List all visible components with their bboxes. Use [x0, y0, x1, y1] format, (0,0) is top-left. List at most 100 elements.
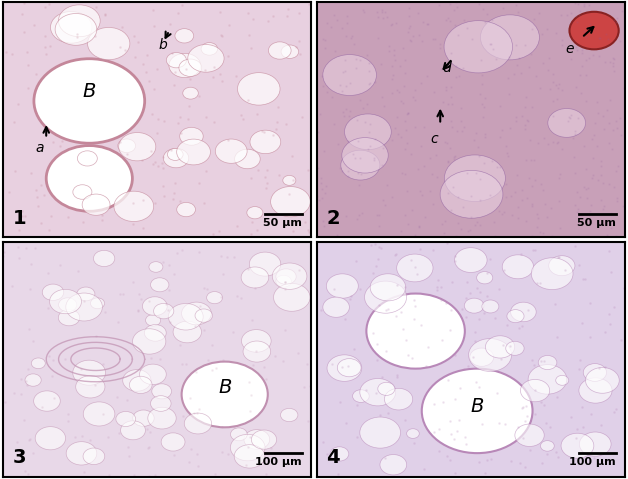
Circle shape	[541, 441, 555, 451]
Circle shape	[242, 330, 271, 352]
Circle shape	[55, 13, 97, 46]
Text: 2: 2	[327, 209, 340, 228]
Circle shape	[168, 148, 183, 160]
Circle shape	[276, 269, 296, 285]
Circle shape	[50, 11, 92, 43]
Circle shape	[276, 275, 291, 287]
Circle shape	[42, 284, 63, 300]
Circle shape	[114, 191, 154, 221]
Circle shape	[183, 87, 198, 99]
Circle shape	[143, 297, 167, 316]
Circle shape	[90, 298, 105, 308]
Circle shape	[583, 364, 607, 381]
Circle shape	[384, 388, 413, 410]
Circle shape	[173, 321, 202, 343]
Circle shape	[468, 339, 512, 371]
Circle shape	[502, 255, 534, 279]
Circle shape	[342, 137, 388, 173]
Circle shape	[25, 374, 41, 386]
Circle shape	[323, 297, 349, 317]
Circle shape	[241, 267, 269, 288]
Text: 50 μm: 50 μm	[263, 218, 301, 228]
Circle shape	[82, 194, 110, 215]
Text: c: c	[430, 132, 438, 146]
Circle shape	[149, 262, 163, 272]
Circle shape	[243, 341, 271, 362]
Circle shape	[323, 55, 376, 95]
Circle shape	[549, 256, 575, 275]
Circle shape	[139, 364, 166, 385]
Circle shape	[281, 409, 298, 422]
Circle shape	[66, 442, 97, 465]
Circle shape	[327, 274, 359, 298]
Circle shape	[273, 263, 307, 289]
Circle shape	[422, 369, 533, 453]
Circle shape	[34, 391, 60, 411]
Circle shape	[35, 427, 65, 450]
Circle shape	[531, 258, 573, 290]
Text: b: b	[159, 38, 168, 52]
Circle shape	[166, 53, 187, 68]
Circle shape	[188, 45, 224, 72]
Circle shape	[548, 109, 585, 137]
Text: B: B	[218, 378, 231, 397]
Circle shape	[87, 27, 130, 60]
Circle shape	[146, 315, 161, 326]
Circle shape	[118, 139, 136, 152]
Circle shape	[397, 254, 433, 282]
Circle shape	[561, 433, 594, 458]
Circle shape	[230, 428, 247, 441]
Circle shape	[31, 358, 45, 369]
Circle shape	[148, 407, 176, 429]
Circle shape	[234, 445, 265, 468]
Circle shape	[144, 325, 166, 341]
Circle shape	[528, 365, 567, 394]
Circle shape	[122, 370, 151, 391]
Circle shape	[46, 146, 133, 211]
Circle shape	[73, 185, 92, 199]
Circle shape	[366, 294, 465, 369]
Circle shape	[249, 252, 281, 276]
Circle shape	[181, 302, 211, 325]
Circle shape	[58, 298, 77, 312]
Circle shape	[152, 384, 171, 399]
Circle shape	[511, 302, 536, 322]
Circle shape	[521, 379, 550, 402]
Circle shape	[573, 12, 615, 45]
Circle shape	[506, 342, 524, 355]
Circle shape	[235, 149, 260, 169]
Circle shape	[129, 376, 152, 394]
Circle shape	[485, 336, 515, 358]
Circle shape	[271, 186, 310, 217]
Circle shape	[345, 114, 391, 149]
Circle shape	[337, 359, 361, 377]
Circle shape	[169, 54, 201, 78]
Circle shape	[83, 448, 105, 465]
Circle shape	[133, 329, 166, 354]
Circle shape	[283, 175, 296, 185]
Circle shape	[58, 5, 100, 37]
Circle shape	[119, 133, 156, 161]
Text: 100 μm: 100 μm	[569, 457, 615, 467]
Circle shape	[121, 421, 146, 440]
Circle shape	[244, 430, 269, 449]
Circle shape	[66, 293, 102, 321]
Circle shape	[370, 274, 406, 301]
Text: d: d	[442, 61, 451, 75]
Circle shape	[161, 433, 185, 451]
Text: B: B	[83, 82, 96, 101]
Circle shape	[330, 447, 349, 461]
Circle shape	[116, 411, 136, 426]
Circle shape	[464, 298, 484, 313]
Circle shape	[237, 73, 280, 105]
Text: 50 μm: 50 μm	[577, 218, 615, 228]
Circle shape	[585, 367, 619, 393]
Text: 4: 4	[327, 448, 340, 467]
Circle shape	[364, 281, 406, 313]
Text: a: a	[36, 141, 45, 155]
Circle shape	[195, 309, 212, 322]
Circle shape	[154, 303, 174, 319]
Circle shape	[133, 410, 154, 426]
Circle shape	[360, 417, 401, 448]
Circle shape	[251, 430, 276, 449]
